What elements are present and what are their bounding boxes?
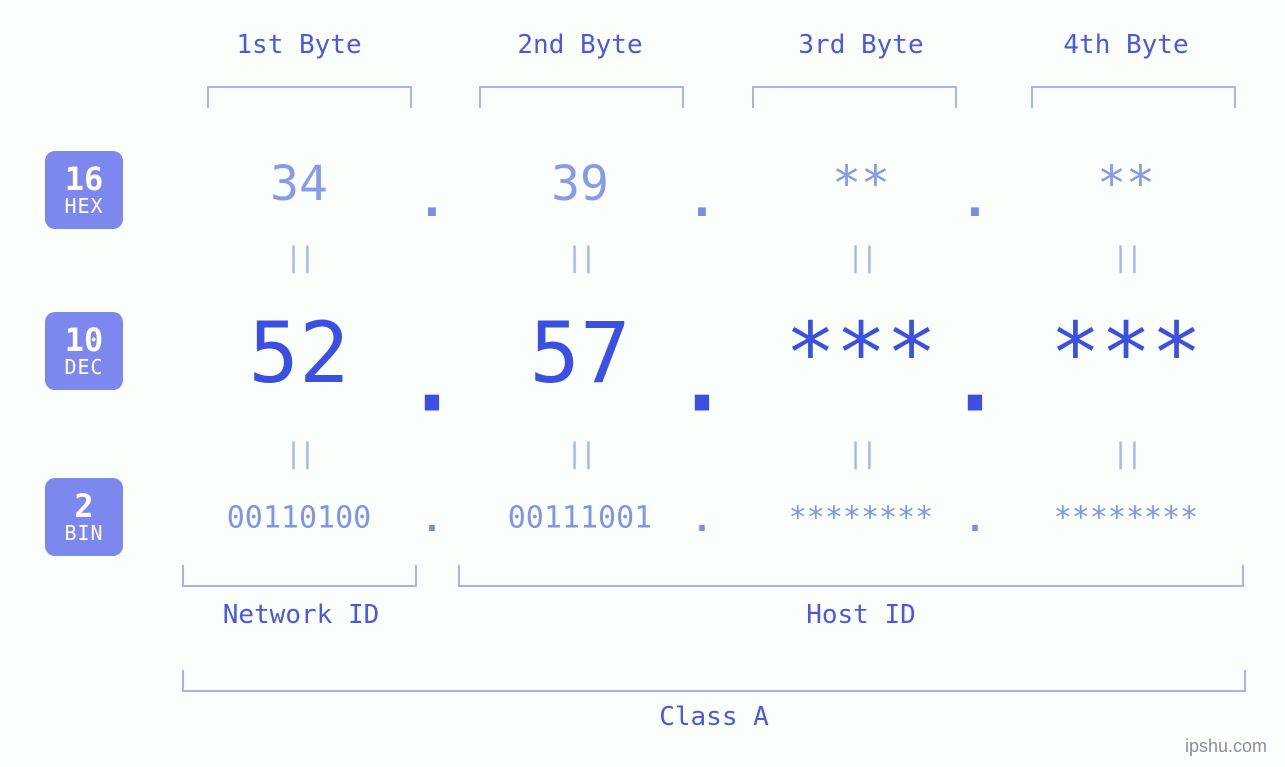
- hex-dot-3: .: [961, 172, 990, 228]
- class-bracket: [182, 670, 1246, 692]
- hex-badge: 16 HEX: [45, 151, 123, 229]
- byte-2-header: 2nd Byte: [517, 30, 642, 60]
- eq-hex-dec-3: ||: [847, 241, 875, 274]
- eq-dec-bin-1: ||: [285, 437, 313, 470]
- eq-dec-bin-4: ||: [1112, 437, 1140, 470]
- bin-badge: 2 BIN: [45, 478, 123, 556]
- host-id-bracket: [458, 565, 1244, 587]
- byte-2-bracket: [479, 86, 684, 108]
- hex-byte-2: 39: [551, 156, 609, 212]
- eq-dec-bin-3: ||: [847, 437, 875, 470]
- eq-hex-dec-1: ||: [285, 241, 313, 274]
- bin-byte-2: 00111001: [508, 501, 653, 536]
- dec-dot-3: .: [949, 329, 1002, 432]
- hex-byte-3: **: [832, 156, 890, 212]
- hex-dot-1: .: [418, 172, 447, 228]
- bin-byte-4: ********: [1054, 501, 1199, 536]
- hex-badge-label: HEX: [64, 196, 103, 217]
- eq-dec-bin-2: ||: [566, 437, 594, 470]
- bin-dot-2: .: [692, 500, 712, 540]
- byte-1-bracket: [207, 86, 412, 108]
- eq-hex-dec-2: ||: [566, 241, 594, 274]
- dec-dot-2: .: [676, 329, 729, 432]
- host-id-label: Host ID: [806, 600, 916, 630]
- dec-byte-3: ***: [785, 304, 937, 402]
- dec-dot-1: .: [406, 329, 459, 432]
- byte-3-bracket: [752, 86, 957, 108]
- byte-3-header: 3rd Byte: [798, 30, 923, 60]
- bin-dot-1: .: [422, 500, 442, 540]
- byte-4-bracket: [1031, 86, 1236, 108]
- bin-dot-3: .: [965, 500, 985, 540]
- byte-4-header: 4th Byte: [1063, 30, 1188, 60]
- bin-badge-num: 2: [74, 490, 93, 524]
- hex-byte-4: **: [1097, 156, 1155, 212]
- network-id-label: Network ID: [223, 600, 380, 630]
- dec-badge-num: 10: [65, 324, 104, 358]
- hex-badge-num: 16: [65, 163, 104, 197]
- watermark: ipshu.com: [1185, 736, 1267, 757]
- bin-byte-3: ********: [789, 501, 934, 536]
- dec-byte-4: ***: [1050, 304, 1202, 402]
- bin-byte-1: 00110100: [227, 501, 372, 536]
- byte-1-header: 1st Byte: [236, 30, 361, 60]
- network-id-bracket: [182, 565, 417, 587]
- hex-dot-2: .: [688, 172, 717, 228]
- class-label: Class A: [659, 702, 769, 732]
- hex-byte-1: 34: [270, 156, 328, 212]
- dec-badge: 10 DEC: [45, 312, 123, 390]
- dec-byte-1: 52: [248, 304, 349, 402]
- eq-hex-dec-4: ||: [1112, 241, 1140, 274]
- bin-badge-label: BIN: [64, 523, 103, 544]
- dec-badge-label: DEC: [64, 357, 103, 378]
- dec-byte-2: 57: [529, 304, 630, 402]
